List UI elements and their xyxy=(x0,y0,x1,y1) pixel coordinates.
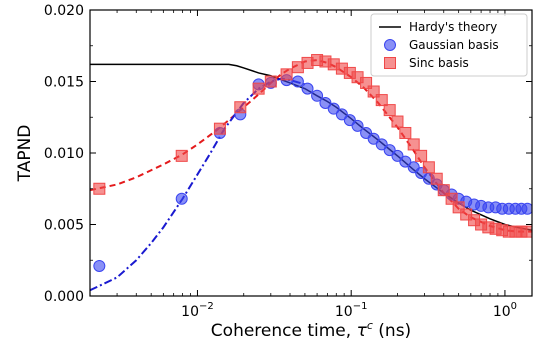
axes: 0.000 0.005 0.010 0.015 0.020 10−2 10−1 100 xyxy=(44,3,533,320)
data-point xyxy=(399,155,412,168)
data-point xyxy=(367,85,380,98)
data-point xyxy=(280,68,293,81)
data-point xyxy=(360,76,373,89)
legend: Hardy's theory Gaussian basis Sinc basis xyxy=(370,13,528,77)
legend-box xyxy=(370,13,528,77)
y-tick-label: 0.010 xyxy=(44,146,84,162)
data-point xyxy=(367,132,380,145)
y-tick-label: 0.000 xyxy=(44,289,84,305)
x-axis-title: Coherence time, τc (ns) xyxy=(211,319,411,341)
legend-gaussian-basis-label: Gaussian basis xyxy=(409,38,499,52)
data-point xyxy=(375,94,388,107)
x-tick-label: 100 xyxy=(493,301,517,320)
y-axis-title: TAPND xyxy=(15,125,35,183)
series-gaussian-basis xyxy=(93,74,532,272)
x-axis-title-symbol: τ xyxy=(357,321,368,341)
x-axis-title-main: Coherence time, xyxy=(211,321,357,341)
data-point xyxy=(407,138,420,151)
legend-gaussian-basis-swatch xyxy=(384,39,396,51)
data-point xyxy=(521,202,532,215)
data-point xyxy=(311,89,324,102)
data-point xyxy=(252,82,265,95)
data-point xyxy=(264,75,277,88)
series-layer xyxy=(90,54,532,292)
x-tick-label: 10−1 xyxy=(335,301,368,320)
data-point xyxy=(430,172,443,185)
x-tick-label: 10−2 xyxy=(181,301,214,320)
data-point xyxy=(445,192,458,205)
fit-curve-dashdot xyxy=(90,77,306,292)
legend-sinc-basis-swatch xyxy=(384,57,396,69)
data-point xyxy=(175,149,188,162)
data-point xyxy=(383,104,396,117)
data-point xyxy=(93,259,106,272)
data-point xyxy=(319,96,332,109)
data-point xyxy=(213,122,226,135)
data-point xyxy=(437,184,450,197)
data-point xyxy=(291,75,304,88)
plot-area xyxy=(90,54,532,292)
x-axis-title-sup: c xyxy=(367,319,373,332)
data-point xyxy=(351,119,364,132)
y-tick-label: 0.005 xyxy=(44,218,84,234)
y-tick-label: 0.020 xyxy=(44,3,84,19)
data-point xyxy=(452,201,465,214)
data-point xyxy=(422,161,435,174)
legend-sinc-basis-label: Sinc basis xyxy=(409,56,469,70)
data-point xyxy=(327,102,340,115)
legend-hardy-s-theory-label: Hardy's theory xyxy=(409,20,497,34)
series-sinc-basis xyxy=(93,54,532,238)
data-point xyxy=(175,192,188,205)
x-axis-title-unit: (ns) xyxy=(373,321,411,341)
y-tick-label: 0.015 xyxy=(44,75,84,91)
data-point xyxy=(234,101,247,114)
data-point xyxy=(415,149,428,162)
data-point xyxy=(93,182,106,195)
data-point xyxy=(521,225,532,238)
data-point xyxy=(399,126,412,139)
data-point xyxy=(391,115,404,128)
data-point xyxy=(301,82,314,95)
